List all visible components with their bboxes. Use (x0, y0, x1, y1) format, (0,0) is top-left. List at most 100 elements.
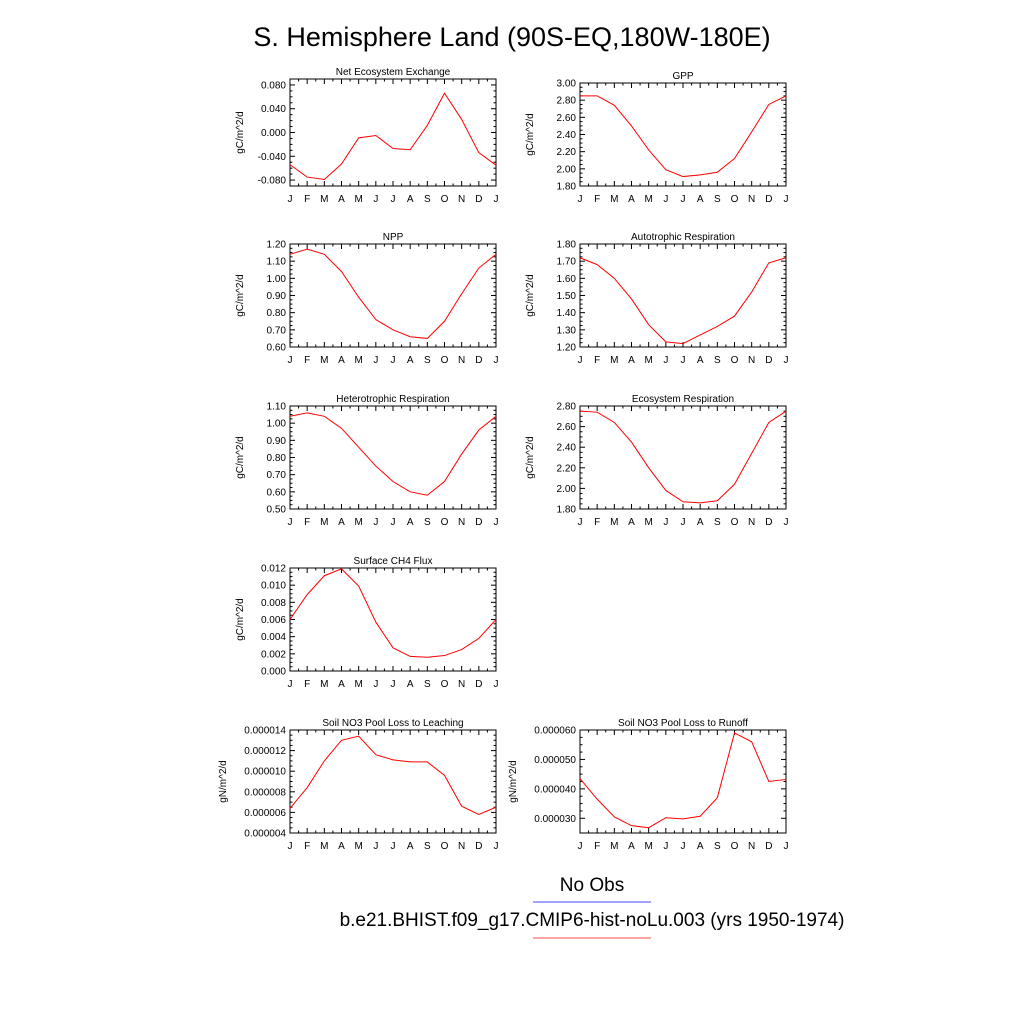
y-axis-label: gC/m^2/d (525, 436, 536, 479)
y-tick-label: 2.20 (557, 463, 577, 474)
x-tick-label: F (304, 679, 310, 690)
x-tick-label: D (765, 194, 772, 205)
series-line (289, 92, 497, 180)
y-tick-label: 2.40 (557, 130, 577, 141)
x-tick-label: J (578, 355, 583, 366)
x-tick-label: M (354, 679, 362, 690)
y-tick-label: -0.080 (258, 176, 287, 187)
plot-frame (289, 567, 497, 672)
y-tick-label: 1.00 (267, 419, 287, 430)
x-tick-label: M (320, 841, 328, 852)
x-tick-label: D (765, 517, 772, 528)
x-tick-label: J (494, 841, 499, 852)
y-tick-label: 0.000 (261, 128, 286, 139)
y-tick-label: 0.000060 (534, 726, 576, 737)
x-tick-label: F (304, 841, 310, 852)
y-tick-label: 0.90 (267, 291, 287, 302)
x-tick-label: J (288, 194, 293, 205)
y-tick-label: 2.00 (557, 484, 577, 495)
y-tick-label: 1.30 (557, 325, 577, 336)
x-tick-label: D (475, 355, 482, 366)
y-tick-label: 0.000004 (244, 829, 286, 840)
x-tick-label: M (320, 679, 328, 690)
y-tick-label: 2.00 (557, 164, 577, 175)
x-tick-label: F (594, 355, 600, 366)
y-tick-label: 0.000010 (244, 767, 286, 778)
y-tick-label: 1.70 (557, 257, 577, 268)
x-tick-label: J (373, 194, 378, 205)
x-tick-label: M (320, 194, 328, 205)
x-tick-label: M (610, 355, 618, 366)
x-tick-label: O (731, 355, 739, 366)
x-tick-label: J (663, 355, 668, 366)
x-tick-label: J (288, 355, 293, 366)
x-tick-label: J (663, 517, 668, 528)
x-tick-label: O (441, 679, 449, 690)
x-tick-label: M (644, 194, 652, 205)
x-tick-label: F (594, 194, 600, 205)
x-tick-label: J (578, 517, 583, 528)
x-tick-label: A (338, 517, 345, 528)
y-tick-label: 0.012 (261, 564, 286, 575)
x-tick-label: A (407, 517, 414, 528)
series-line (579, 410, 787, 504)
y-tick-label: 0.000 (261, 667, 286, 678)
y-axis-label: gC/m^2/d (235, 111, 246, 154)
x-tick-label: J (494, 679, 499, 690)
y-axis-label: gN/m^2/d (218, 760, 229, 803)
y-tick-label: -0.040 (258, 152, 287, 163)
x-tick-label: J (391, 841, 396, 852)
chart-title: Heterotrophic Respiration (336, 394, 449, 405)
x-tick-label: F (594, 517, 600, 528)
x-tick-label: J (681, 355, 686, 366)
x-tick-label: O (731, 194, 739, 205)
x-tick-label: N (748, 355, 755, 366)
y-tick-label: 0.70 (267, 470, 287, 481)
x-tick-label: J (784, 517, 789, 528)
x-tick-label: S (714, 194, 721, 205)
y-tick-label: 0.000014 (244, 726, 286, 737)
y-tick-label: 3.00 (557, 79, 577, 90)
x-tick-label: M (354, 194, 362, 205)
plot-frame (579, 82, 787, 187)
y-tick-label: 0.60 (267, 487, 287, 498)
x-tick-label: M (354, 841, 362, 852)
y-tick-label: 0.004 (261, 632, 286, 643)
x-tick-label: D (765, 841, 772, 852)
plot-frame (289, 729, 497, 834)
x-tick-label: J (578, 194, 583, 205)
x-tick-label: M (610, 517, 618, 528)
x-tick-label: A (697, 517, 704, 528)
x-tick-label: J (373, 841, 378, 852)
x-tick-label: S (424, 679, 431, 690)
series-line (579, 732, 787, 829)
y-tick-label: 2.60 (557, 422, 577, 433)
x-tick-label: J (288, 517, 293, 528)
y-tick-label: 0.002 (261, 649, 286, 660)
x-tick-label: J (784, 194, 789, 205)
x-tick-label: F (594, 841, 600, 852)
y-tick-label: 2.60 (557, 113, 577, 124)
page-title: S. Hemisphere Land (90S-EQ,180W-180E) (253, 22, 770, 52)
x-tick-label: O (441, 841, 449, 852)
x-tick-label: J (494, 355, 499, 366)
y-tick-label: 1.20 (557, 343, 577, 354)
x-tick-label: O (731, 841, 739, 852)
chart-title: GPP (672, 71, 693, 82)
x-tick-label: J (681, 841, 686, 852)
y-tick-label: 1.40 (557, 308, 577, 319)
y-axis-label: gC/m^2/d (235, 436, 246, 479)
y-tick-label: 0.50 (267, 505, 287, 516)
plot-frame (289, 243, 497, 348)
x-tick-label: O (441, 517, 449, 528)
y-tick-label: 0.000012 (244, 746, 286, 757)
y-tick-label: 1.80 (557, 505, 577, 516)
x-tick-label: S (714, 355, 721, 366)
y-tick-label: 0.60 (267, 343, 287, 354)
